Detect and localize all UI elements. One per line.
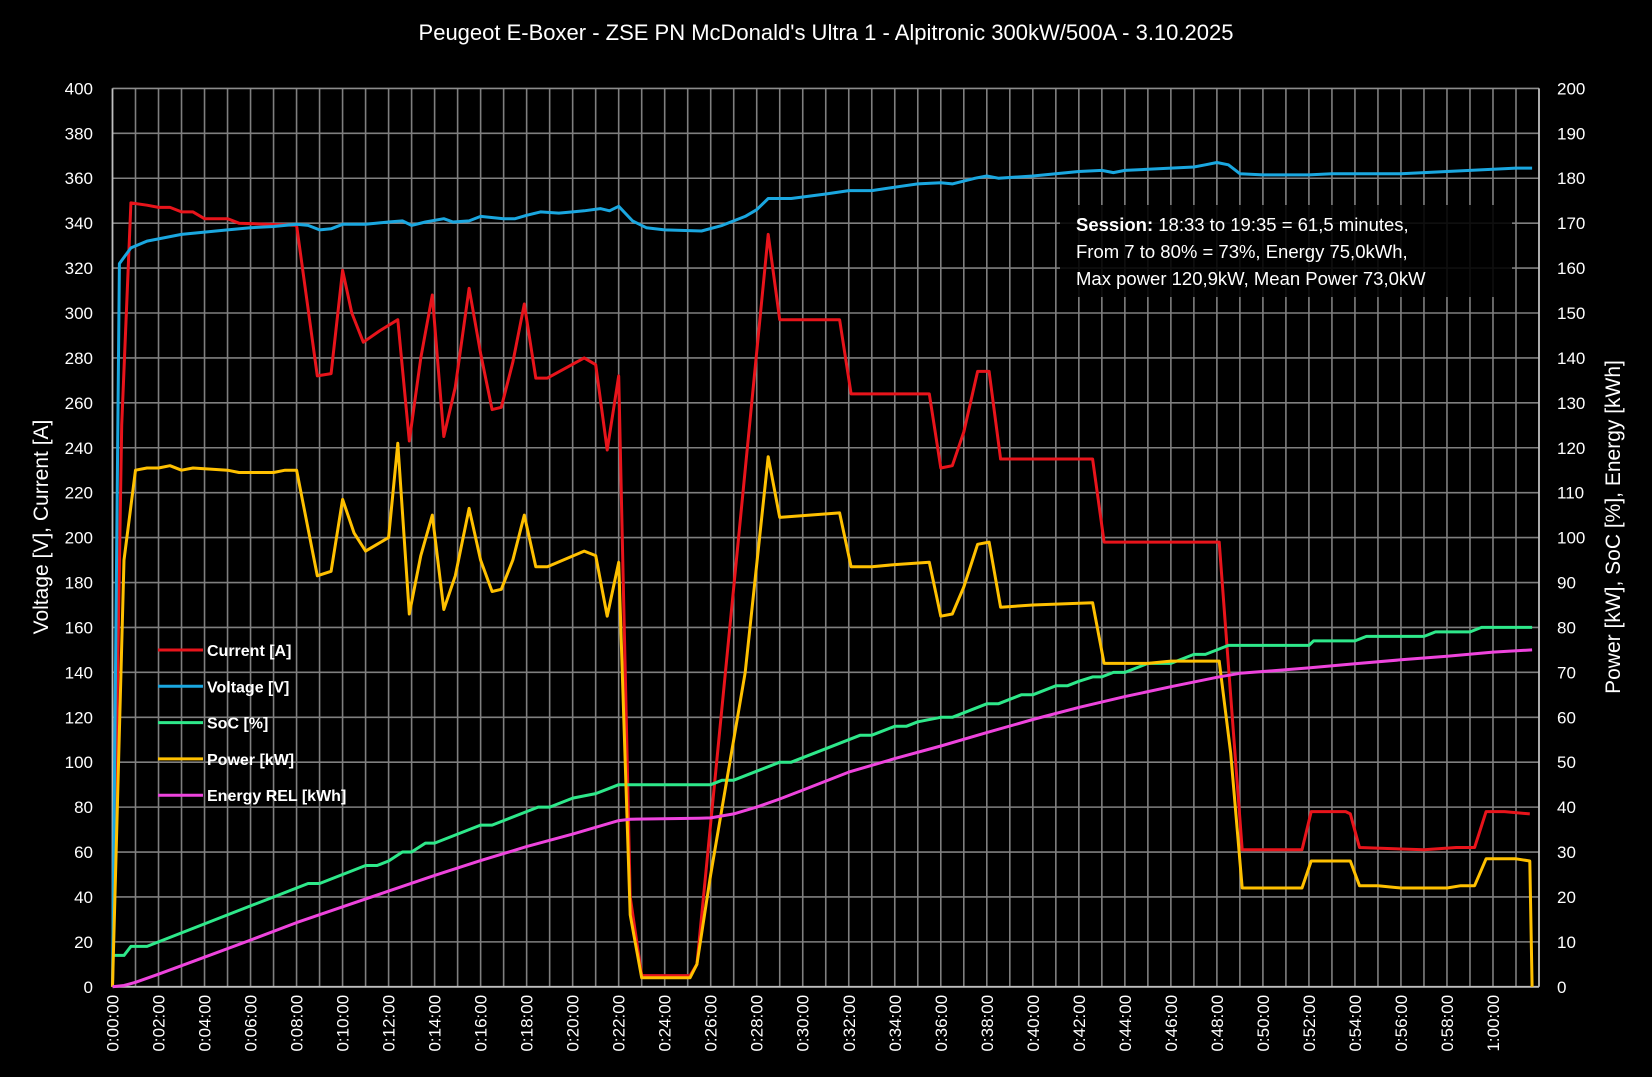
right-axis-tick-label: 110	[1557, 484, 1584, 503]
chart-title: Peugeot E-Boxer - ZSE PN McDonald's Ultr…	[419, 20, 1234, 45]
right-axis-tick-label: 170	[1557, 214, 1585, 233]
x-axis-tick-label: 0:10:00	[334, 995, 353, 1052]
left-axis-tick-label: 240	[65, 439, 93, 458]
right-axis-tick-label: 100	[1557, 529, 1585, 548]
right-axis-tick-label: 10	[1557, 933, 1576, 952]
x-axis-tick-label: 0:32:00	[840, 995, 859, 1052]
left-axis-tick-label: 20	[74, 933, 93, 952]
x-axis-tick-label: 0:24:00	[656, 995, 675, 1052]
x-axis-tick-label: 0:00:00	[104, 995, 123, 1052]
right-axis-tick-label: 140	[1557, 349, 1585, 368]
left-axis-tick-label: 160	[65, 618, 93, 637]
x-axis-tick-label: 0:08:00	[288, 995, 307, 1052]
annotation-box: Session: 18:33 to 19:35 = 61,5 minutes, …	[1060, 205, 1512, 297]
annotation-background	[1060, 205, 1512, 297]
series-line-voltage-v	[111, 161, 1533, 987]
series-line-power-kw	[111, 441, 1534, 987]
legend-label-current-a: Current [A]	[207, 643, 291, 660]
x-axis-tick-label: 0:54:00	[1346, 995, 1365, 1052]
x-axis-tick-label: 0:12:00	[380, 995, 399, 1052]
x-axis-ticks: 0:00:00 0:02:00 0:04:00 0:06:00 0:08:00 0:10:…	[104, 995, 1503, 1052]
left-axis-tick-label: 220	[65, 484, 93, 503]
right-axis-tick-label: 130	[1557, 394, 1585, 413]
left-axis-tick-label: 100	[65, 753, 93, 772]
right-axis-tick-label: 90	[1557, 574, 1576, 593]
x-axis-tick-label: 0:04:00	[196, 995, 215, 1052]
right-axis-tick-label: 160	[1557, 259, 1585, 278]
x-axis-tick-label: 0:30:00	[794, 995, 813, 1052]
left-axis-tick-label: 0	[84, 978, 93, 997]
right-axis-tick-label: 200	[1557, 79, 1585, 98]
annotation-session-label: Session:	[1076, 214, 1153, 235]
left-axis-tick-label: 280	[65, 349, 93, 368]
left-axis-tick-label: 80	[74, 798, 93, 817]
x-axis-tick-label: 0:46:00	[1162, 995, 1181, 1052]
x-axis-tick-label: 0:40:00	[1024, 995, 1043, 1052]
annotation-line-1: Session: 18:33 to 19:35 = 61,5 minutes,	[1076, 214, 1409, 235]
left-axis-tick-label: 400	[65, 79, 93, 98]
legend-label-soc: SoC [%]	[207, 716, 268, 733]
right-axis-tick-label: 50	[1557, 753, 1576, 772]
right-axis-tick-label: 120	[1557, 439, 1585, 458]
x-axis-tick-label: 0:42:00	[1070, 995, 1089, 1052]
left-axis-tick-label: 260	[65, 394, 93, 413]
left-axis-tick-label: 320	[65, 259, 93, 278]
x-axis-tick-label: 0:16:00	[472, 995, 491, 1052]
right-axis-tick-label: 30	[1557, 843, 1576, 862]
x-axis-tick-label: 0:48:00	[1208, 995, 1227, 1052]
x-axis-tick-label: 0:20:00	[564, 995, 583, 1052]
right-axis-label: Power [kW], SoC [%], Energy [kWh]	[1602, 360, 1625, 694]
right-axis-tick-label: 0	[1557, 978, 1566, 997]
right-axis-tick-label: 40	[1557, 798, 1576, 817]
series-lines	[111, 161, 1534, 989]
right-axis-tick-label: 20	[1557, 888, 1576, 907]
legend-label-energy-rel-kwh: Energy REL [kWh]	[207, 788, 346, 805]
x-axis-tick-label: 0:52:00	[1300, 995, 1319, 1052]
series-line-energy-rel-kwh	[112, 648, 1533, 989]
annotation-line-3: Max power 120,9kW, Mean Power 73,0kW	[1076, 268, 1426, 289]
x-axis-tick-label: 1:00:00	[1484, 995, 1503, 1052]
left-axis-tick-label: 300	[65, 304, 93, 323]
left-axis-tick-label: 360	[65, 169, 93, 188]
left-axis-tick-label: 340	[65, 214, 93, 233]
left-axis-tick-label: 60	[74, 843, 93, 862]
right-axis-ticks: 0 10 20 30 40 50 60 70 80 90 100 110 120 130 140 150 160…	[1557, 79, 1585, 996]
left-axis-tick-label: 200	[65, 529, 93, 548]
x-axis-tick-label: 0:36:00	[932, 995, 951, 1052]
left-axis-tick-label: 40	[74, 888, 93, 907]
legend-label-voltage-v: Voltage [V]	[207, 679, 289, 696]
x-axis-tick-label: 0:02:00	[150, 995, 169, 1052]
x-axis-tick-label: 0:26:00	[702, 995, 721, 1052]
x-axis-tick-label: 0:58:00	[1438, 995, 1457, 1052]
right-axis-tick-label: 60	[1557, 708, 1576, 727]
right-axis-tick-label: 80	[1557, 618, 1576, 637]
left-axis-tick-label: 140	[65, 663, 93, 682]
annotation-line-2: From 7 to 80% = 73%, Energy 75,0kWh,	[1076, 241, 1408, 262]
right-axis-tick-label: 190	[1557, 124, 1585, 143]
left-axis-tick-label: 120	[65, 708, 93, 727]
x-axis-tick-label: 0:56:00	[1392, 995, 1411, 1052]
x-axis-tick-label: 0:50:00	[1254, 995, 1273, 1052]
left-axis-label: Voltage [V], Current [A]	[30, 420, 53, 635]
x-axis-tick-label: 0:22:00	[610, 995, 629, 1052]
left-axis-tick-label: 180	[65, 574, 93, 593]
x-axis-tick-label: 0:34:00	[886, 995, 905, 1052]
legend-label-power-kw: Power [kW]	[207, 752, 294, 769]
left-axis-tick-label: 380	[65, 124, 93, 143]
right-axis-tick-label: 70	[1557, 663, 1576, 682]
right-axis-tick-label: 150	[1557, 304, 1585, 323]
x-axis-tick-label: 0:06:00	[242, 995, 261, 1052]
x-axis-tick-label: 0:18:00	[518, 995, 537, 1052]
annotation-session-text: 18:33 to 19:35 = 61,5 minutes,	[1153, 214, 1409, 235]
right-axis-tick-label: 180	[1557, 169, 1585, 188]
x-axis-tick-label: 0:14:00	[426, 995, 445, 1052]
left-axis-ticks: 0 20 40 60 80 100 120 140 160 180 200 220 240 260 280 3…	[65, 79, 93, 996]
x-axis-tick-label: 0:44:00	[1116, 995, 1135, 1052]
legend: Current [A] Voltage [V] SoC [%] Power [kW] E…	[158, 643, 346, 805]
x-axis-tick-label: 0:38:00	[978, 995, 997, 1052]
x-axis-tick-label: 0:28:00	[748, 995, 767, 1052]
